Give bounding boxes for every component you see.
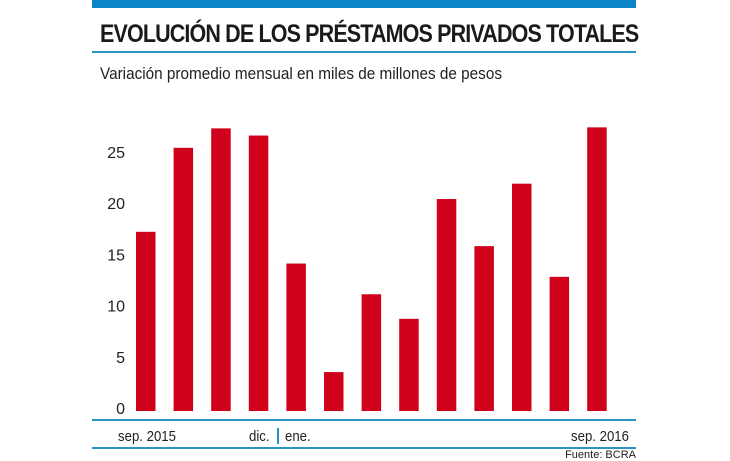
bar-sep-2015 (136, 231, 156, 411)
chart-title: EVOLUCIÓN DE LOS PRÉSTAMOS PRIVADOS TOTA… (100, 20, 639, 48)
y-tick-label: 20 (107, 196, 125, 213)
x-axis-bottom-line (92, 447, 636, 449)
x-tick-label: sep. 2016 (571, 428, 629, 445)
chart-subtitle: Variación promedio mensual en miles de m… (100, 64, 502, 83)
bar-mar-2016 (361, 294, 382, 411)
x-tick-label: ene. (285, 428, 311, 445)
bar-nov-2015 (211, 128, 231, 411)
source-note: Fuente: BCRA (565, 449, 636, 461)
top-accent-bar (92, 0, 636, 8)
y-tick-label: 0 (116, 401, 125, 418)
y-tick-label: 25 (107, 145, 125, 162)
title-underline (92, 51, 636, 53)
bar-dic-2015 (248, 135, 269, 411)
y-tick-label: 5 (116, 350, 125, 367)
y-tick-label: 15 (107, 247, 125, 264)
y-tick-label: 10 (107, 299, 125, 316)
x-axis-line (92, 419, 636, 421)
bar-jun-2016 (474, 246, 494, 411)
bar-oct-2015 (173, 147, 194, 411)
bar-ene-2016 (286, 263, 306, 411)
bar-feb-2016 (324, 372, 344, 411)
x-tick-label: sep. 2015 (118, 428, 176, 445)
bar-ago-2016 (549, 276, 570, 411)
bar-jul-2016 (512, 183, 532, 411)
x-tick-label: dic. (249, 428, 270, 445)
bar-sep-2016 (587, 127, 607, 412)
bar-may-2016 (436, 199, 457, 411)
year-divider (277, 428, 279, 444)
bar-abr-2016 (399, 318, 419, 411)
